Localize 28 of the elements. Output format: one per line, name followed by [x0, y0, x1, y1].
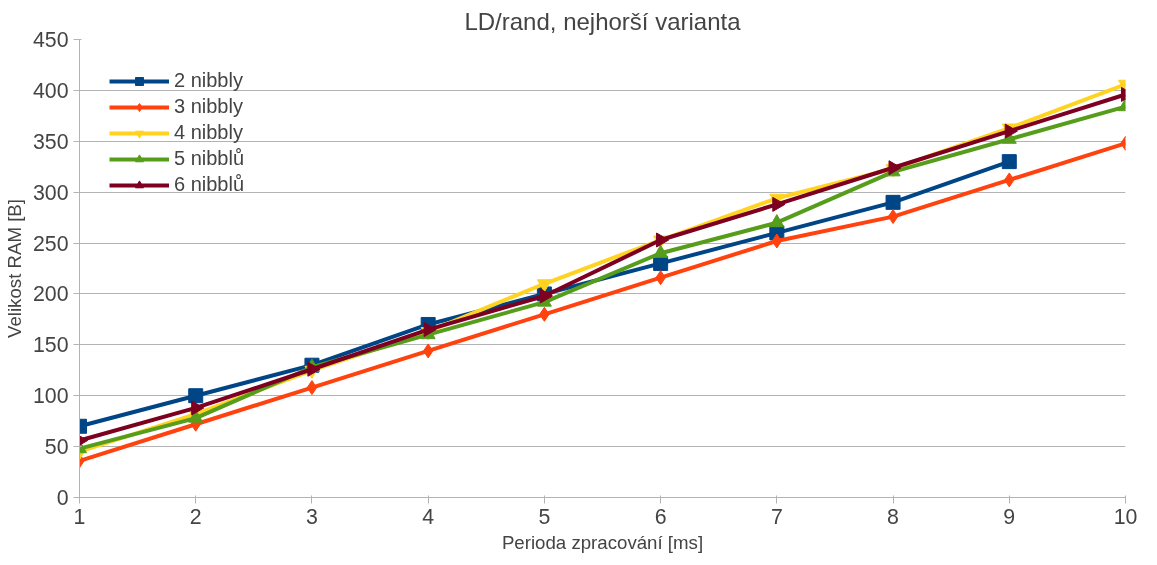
- legend-label: 3 nibbly: [174, 95, 243, 118]
- y-axis-title: Velikost RAM [B]: [3, 199, 25, 338]
- y-tick-label: 100: [32, 384, 69, 409]
- x-tick-label: 10: [1113, 504, 1138, 529]
- legend-label: 6 nibblů: [174, 173, 245, 196]
- x-tick-label: 4: [422, 504, 435, 529]
- x-tick-label: 2: [189, 504, 202, 529]
- x-tick-label: 7: [770, 504, 783, 529]
- y-tick-label: 0: [56, 486, 69, 510]
- x-tick-label: 9: [1003, 504, 1016, 529]
- legend-label: 5 nibblů: [174, 147, 245, 170]
- y-tick-label: 450: [32, 28, 69, 52]
- chart-title: LD/rand, nejhorší varianta: [464, 7, 742, 35]
- y-tick-label: 150: [32, 333, 69, 358]
- y-tick-label: 400: [32, 78, 69, 103]
- x-axis-title: Perioda zpracování [ms]: [501, 531, 704, 553]
- y-tick-label: 300: [32, 180, 69, 205]
- x-tick-label: 6: [654, 504, 667, 529]
- x-tick-label: 1: [73, 504, 86, 529]
- x-tick-label: 3: [306, 504, 318, 529]
- y-tick-label: 250: [32, 231, 69, 256]
- y-tick-label: 200: [32, 282, 69, 307]
- x-tick-label: 5: [538, 504, 551, 529]
- y-tick-label: 350: [32, 129, 69, 154]
- x-tick-label: 8: [887, 504, 899, 529]
- legend-label: 2 nibbly: [174, 69, 243, 92]
- y-tick-label: 50: [44, 435, 69, 460]
- legend-label: 4 nibbly: [174, 121, 243, 144]
